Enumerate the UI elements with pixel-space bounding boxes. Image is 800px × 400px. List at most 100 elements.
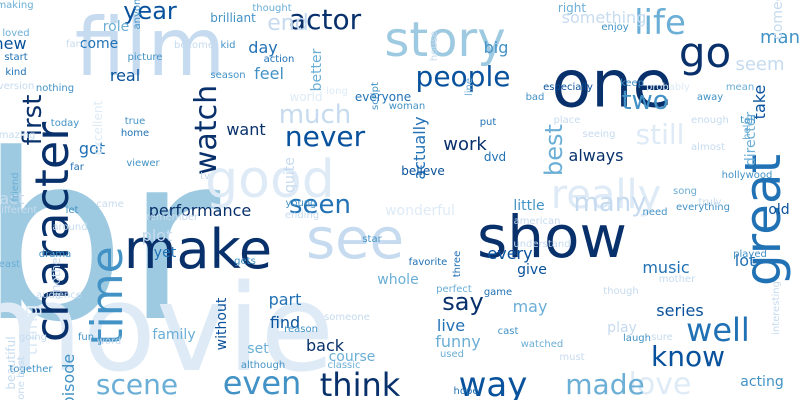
cloud-word: line: [464, 77, 475, 97]
cloud-word: plot: [141, 226, 173, 245]
cloud-word: every: [487, 244, 533, 263]
cloud-word: real: [109, 66, 141, 85]
cloud-word: interesting: [771, 281, 782, 335]
cloud-word: well: [686, 311, 750, 349]
cloud-word: nothing: [35, 83, 75, 94]
cloud-word: think: [319, 366, 401, 400]
cloud-word: go: [678, 28, 732, 77]
cloud-word: know: [651, 340, 725, 373]
cloud-word: almost: [691, 142, 725, 153]
cloud-word: love: [628, 367, 692, 400]
cloud-word: become: [173, 40, 215, 51]
cloud-word: probably: [646, 82, 690, 93]
cloud-word: people: [415, 60, 511, 93]
cloud-word: man: [760, 27, 800, 48]
cloud-word: cast: [497, 326, 519, 337]
cloud-word: seem: [735, 54, 785, 75]
cloud-word: keep: [619, 78, 645, 89]
cloud-word: world: [289, 90, 323, 104]
cloud-word: funny: [435, 332, 481, 351]
cloud-word: anyone: [132, 0, 143, 30]
cloud-word: played: [733, 249, 767, 260]
cloud-word: fact: [0, 189, 25, 208]
cloud-word: feel: [254, 64, 284, 83]
cloud-word: family: [152, 327, 196, 343]
cloud-word: tv: [200, 171, 210, 182]
cloud-word: drama: [38, 249, 72, 260]
cloud-word: one best: [16, 356, 27, 400]
cloud-word: always: [568, 146, 624, 165]
cloud-word: reason: [284, 324, 318, 335]
cloud-word: two: [621, 86, 669, 116]
cloud-word: want: [226, 120, 266, 139]
cloud-word: time: [82, 246, 133, 346]
cloud-word: sure: [651, 332, 673, 343]
cloud-word: although: [240, 360, 286, 371]
cloud-word: viewer: [126, 158, 160, 169]
cloud-word: role: [102, 19, 130, 35]
cloud-word: three: [452, 250, 463, 278]
cloud-word: come: [79, 36, 119, 52]
cloud-word: young: [285, 198, 317, 209]
cloud-word: work: [443, 134, 487, 155]
cloud-word: song: [672, 186, 698, 197]
cloud-word: place: [553, 115, 581, 126]
cloud-word: hope: [453, 386, 479, 397]
cloud-word: lot: [734, 251, 756, 270]
cloud-word: still: [635, 118, 685, 151]
cloud-word: used: [439, 349, 465, 360]
cloud-word: long: [326, 86, 348, 97]
cloud-word: scene: [95, 368, 179, 400]
cloud-word: mean: [725, 82, 755, 93]
cloud-word: american: [513, 216, 561, 227]
cloud-word: put: [479, 117, 497, 128]
cloud-word: going: [19, 332, 47, 343]
cloud-word: comedy: [770, 0, 786, 40]
cloud-word: least: [0, 259, 21, 270]
cloud-word: brilliant: [210, 11, 256, 25]
cloud-word: making: [0, 0, 34, 11]
cloud-word: many: [573, 188, 647, 218]
cloud-word: acting: [740, 374, 784, 390]
cloud-word: watched: [520, 339, 564, 350]
cloud-word: year: [123, 0, 177, 25]
cloud-word: script: [370, 82, 381, 110]
cloud-word: really: [550, 172, 662, 218]
cloud-word: best: [540, 124, 568, 176]
cloud-word: seeing: [582, 129, 616, 140]
cloud-word: true: [124, 116, 146, 127]
cloud-word: see: [305, 207, 405, 272]
cloud-word: set: [247, 341, 269, 357]
cloud-word: give: [517, 262, 547, 278]
cloud-word: ending: [284, 210, 320, 221]
cloud-word: loved: [2, 28, 30, 39]
cloud-word: wonderful: [385, 203, 455, 219]
cloud-word: got: [78, 139, 106, 158]
cloud-word: hollywood: [721, 170, 773, 181]
cloud-word: home: [120, 128, 150, 139]
cloud-word: away: [696, 92, 724, 103]
cloud-word: dvd: [483, 150, 507, 164]
cloud-word: new: [0, 34, 27, 53]
cloud-word: life: [634, 3, 686, 43]
cloud-word: laugh: [623, 333, 651, 344]
cloud-word: game: [483, 287, 513, 298]
cloud-word: one: [551, 47, 673, 123]
cloud-word: thing: [18, 304, 42, 356]
cloud-word: action: [263, 54, 295, 65]
cloud-word: need: [642, 207, 668, 218]
cloud-word: say: [442, 288, 484, 316]
cloud-word: even: [222, 364, 302, 400]
cloud-word: watch: [189, 84, 224, 176]
cloud-word: much: [278, 100, 352, 130]
cloud-word: music: [642, 258, 690, 277]
cloud-word: fan: [66, 39, 82, 50]
cloud-word: friend: [10, 172, 21, 202]
cloud-word: audience: [36, 290, 82, 301]
cloud-word: gets: [234, 256, 256, 267]
cloud-word: without: [214, 297, 230, 351]
cloud-word: everyone: [354, 90, 412, 104]
cloud-word: made: [565, 368, 645, 400]
cloud-word: kid: [220, 40, 236, 51]
